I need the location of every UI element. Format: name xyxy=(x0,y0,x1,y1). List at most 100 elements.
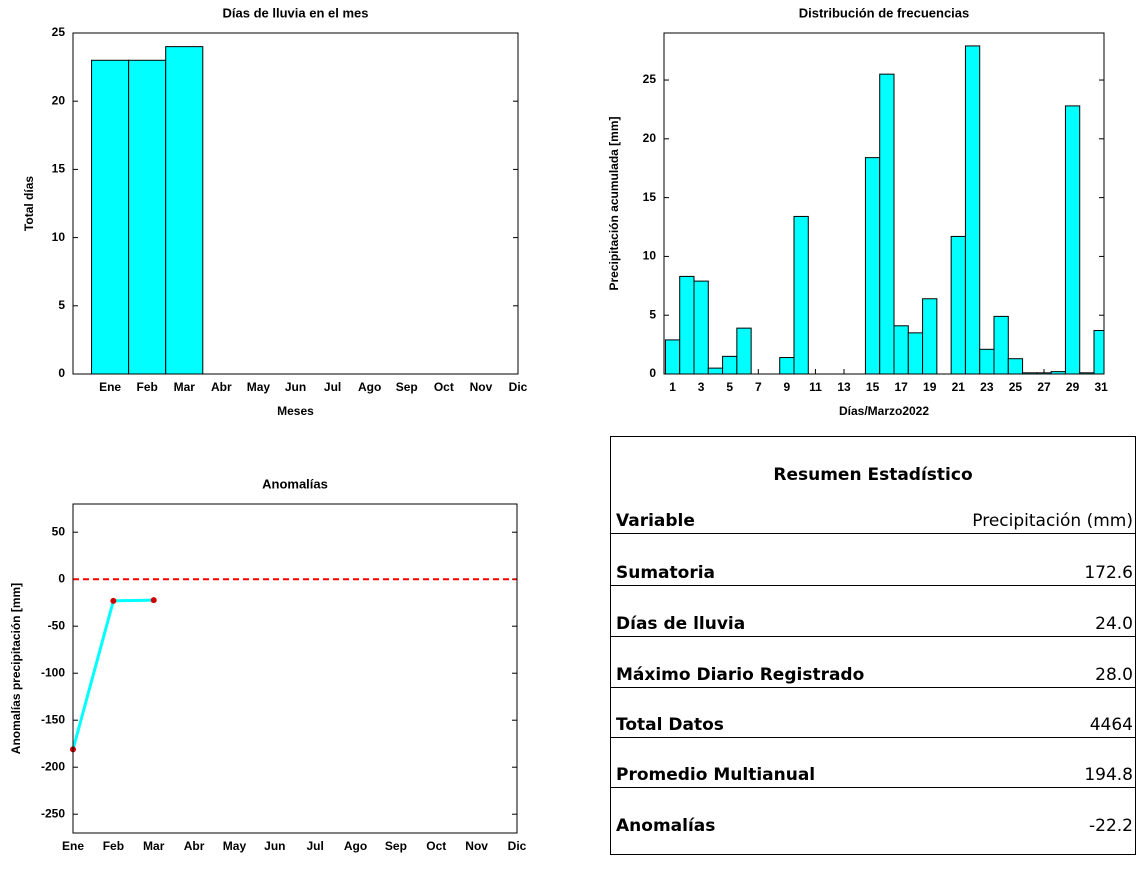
x-tick-label: Jun xyxy=(264,839,285,853)
x-tick-label: 1 xyxy=(669,380,676,394)
y-tick-label: 15 xyxy=(52,162,66,176)
x-tick-label: 15 xyxy=(866,380,880,394)
row-value: -22.2 xyxy=(1089,816,1133,836)
x-tick-label: 29 xyxy=(1066,380,1080,394)
x-tick-label: 21 xyxy=(952,380,966,394)
x-tick-label: Oct xyxy=(434,380,454,394)
table-row: Total Datos 4464 xyxy=(611,711,1135,738)
row-label: Promedio Multianual xyxy=(616,765,816,785)
bar xyxy=(91,59,130,375)
bar xyxy=(864,157,881,374)
bar xyxy=(907,332,924,374)
row-label: Variable xyxy=(616,511,695,531)
y-tick-label: 5 xyxy=(649,307,656,321)
table-row: Máximo Diario Registrado 28.0 xyxy=(611,661,1135,688)
y-tick-label: -150 xyxy=(41,712,65,726)
y-tick-label: -200 xyxy=(41,759,65,773)
y-tick-label: -250 xyxy=(41,806,65,820)
x-tick-label: Jun xyxy=(285,380,306,394)
marker xyxy=(110,597,117,604)
bar xyxy=(1064,105,1081,374)
row-value: 194.8 xyxy=(1084,765,1133,785)
x-tick-label: Jul xyxy=(324,380,341,394)
row-label: Días de lluvia xyxy=(616,614,746,634)
x-tick-label: Mar xyxy=(174,380,196,394)
y-tick-label: 20 xyxy=(643,131,657,145)
x-tick-label: 25 xyxy=(1009,380,1023,394)
y-tick-label: 20 xyxy=(52,93,66,107)
row-label: Anomalías xyxy=(616,816,716,836)
y-tick-label: 5 xyxy=(58,298,65,312)
x-tick-label: Ago xyxy=(358,380,381,394)
y-tick-label: 0 xyxy=(58,366,65,380)
x-tick-label: Ago xyxy=(344,839,367,853)
table-row: Sumatoria 172.6 xyxy=(611,559,1135,586)
x-tick-label: 7 xyxy=(755,380,762,394)
bar xyxy=(128,59,167,375)
chart-title: Anomalías xyxy=(262,476,328,491)
x-tick-label: 27 xyxy=(1037,380,1051,394)
x-tick-label: 11 xyxy=(809,380,822,394)
y-tick-label: 50 xyxy=(52,524,66,538)
x-tick-label: Oct xyxy=(426,839,446,853)
bar xyxy=(893,325,909,374)
bar xyxy=(722,355,738,374)
bar xyxy=(693,280,709,374)
marker xyxy=(150,597,157,604)
y-tick-label: 10 xyxy=(52,230,66,244)
x-tick-label: 5 xyxy=(726,380,733,394)
table-title: Resumen Estadístico xyxy=(773,465,973,485)
bar xyxy=(679,275,695,374)
row-value: Precipitación (mm) xyxy=(972,511,1133,531)
bar xyxy=(664,339,681,374)
bar xyxy=(707,367,724,374)
chart-title: Distribución de frecuencias xyxy=(799,5,970,20)
y-tick-label: -50 xyxy=(48,618,66,632)
line xyxy=(71,598,154,750)
bar xyxy=(793,215,809,374)
y-tick-label: 10 xyxy=(643,249,657,263)
x-tick-label: 13 xyxy=(837,380,851,394)
x-tick-label: Nov xyxy=(470,380,493,394)
y-tick-label: 0 xyxy=(649,366,656,380)
row-value: 4464 xyxy=(1089,715,1133,735)
bar xyxy=(979,348,995,374)
table-row: Variable Precipitación (mm) xyxy=(611,507,1135,534)
x-tick-label: Sep xyxy=(385,839,407,853)
bar xyxy=(1007,358,1024,374)
x-tick-label: May xyxy=(247,380,271,394)
y-axis-label: Precipitación acumulada [mm] xyxy=(607,116,621,290)
bar xyxy=(879,73,895,374)
x-tick-label: 31 xyxy=(1094,380,1108,394)
plot-frame xyxy=(72,503,518,834)
x-tick-label: Feb xyxy=(103,839,124,853)
x-tick-label: Dic xyxy=(508,839,527,853)
x-tick-label: Mar xyxy=(143,839,165,853)
y-tick-label: 25 xyxy=(643,72,657,86)
x-tick-label: Abr xyxy=(184,839,205,853)
row-label: Máximo Diario Registrado xyxy=(616,665,865,685)
x-tick-label: Dic xyxy=(509,380,528,394)
bar xyxy=(964,45,981,374)
y-tick-label: 0 xyxy=(58,571,65,585)
x-tick-label: Ene xyxy=(99,380,121,394)
x-axis-label: Meses xyxy=(277,404,314,418)
bar xyxy=(779,357,795,374)
bar xyxy=(950,235,966,374)
bar xyxy=(1093,329,1104,374)
y-tick-label: 15 xyxy=(643,190,657,204)
x-tick-label: 17 xyxy=(894,380,908,394)
x-tick-label: Jul xyxy=(307,839,324,853)
plot-frame xyxy=(72,32,519,375)
row-value: 24.0 xyxy=(1095,614,1133,634)
x-tick-label: 23 xyxy=(980,380,994,394)
row-value: 172.6 xyxy=(1084,563,1133,583)
x-tick-label: Ene xyxy=(62,839,84,853)
plot-frame xyxy=(663,32,1105,375)
x-axis-label: Días/Marzo2022 xyxy=(839,404,929,418)
x-tick-label: Abr xyxy=(211,380,232,394)
x-tick-label: Sep xyxy=(396,380,418,394)
bar xyxy=(736,327,752,374)
